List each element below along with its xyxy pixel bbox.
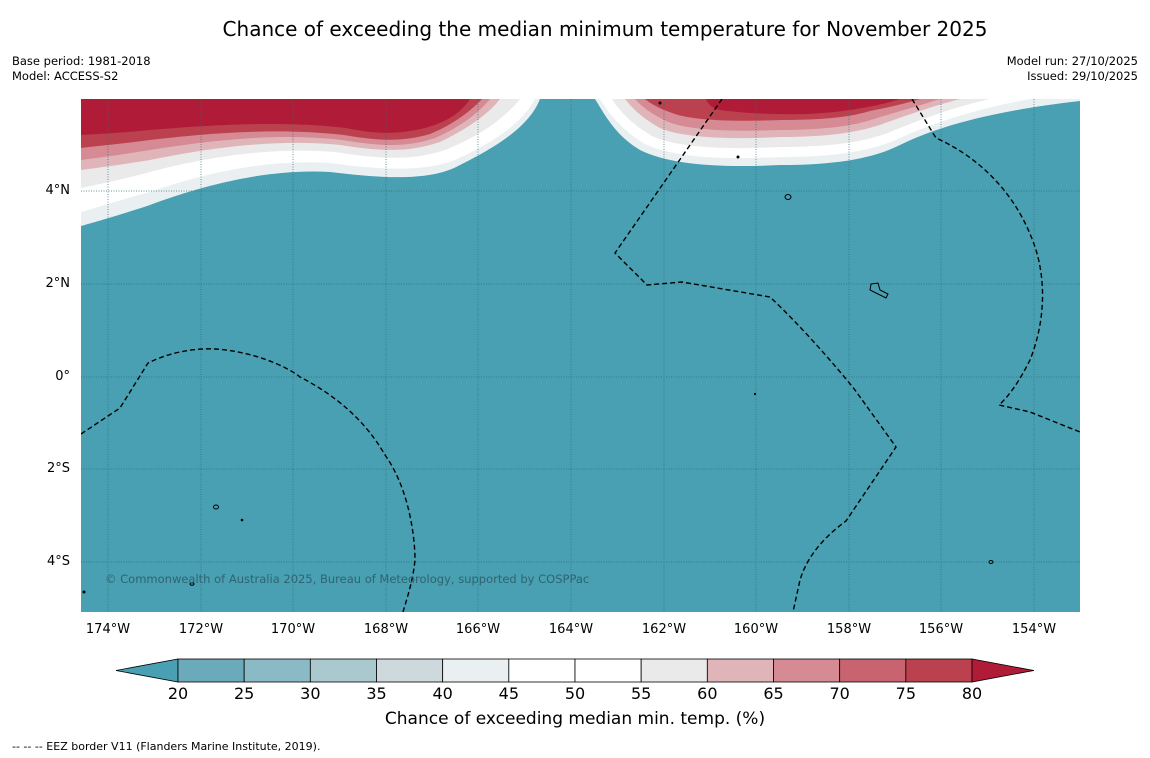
lon-label: 170°W — [270, 622, 316, 637]
colorbar-segment — [376, 658, 444, 683]
colorbar-tick-label: 60 — [697, 684, 718, 703]
copyright-notice: © Commonwealth of Australia 2025, Bureau… — [105, 572, 590, 586]
lon-label: 156°W — [918, 622, 964, 637]
colorbar-tick-label: 25 — [233, 684, 255, 703]
colorbar-segment — [508, 658, 576, 683]
warm-band-left — [81, 99, 470, 135]
issued-date: Issued: 29/10/2025 — [1027, 69, 1138, 83]
meta-left: Base period: 1981-2018 Model: ACCESS-S2 — [12, 54, 151, 84]
colorbar-title: Chance of exceeding median min. temp. (%… — [384, 709, 766, 729]
base-period: Base period: 1981-2018 — [12, 54, 151, 68]
colorbar-segment — [243, 658, 311, 683]
colorbar-tick-label: 80 — [961, 684, 983, 703]
colorbar-tick-label: 45 — [498, 684, 519, 703]
gridlines — [81, 99, 1080, 612]
lon-label: 168°W — [363, 622, 409, 637]
colorbar-segment — [574, 658, 642, 683]
islands — [82, 101, 994, 594]
colorbar-extend-low — [115, 658, 179, 683]
meta-right: Model run: 27/10/2025 Issued: 29/10/2025 — [1007, 54, 1138, 84]
footnote: -- -- -- EEZ border V11 (Flanders Marine… — [12, 740, 321, 753]
lon-label: 158°W — [826, 622, 872, 637]
colorbar-segment — [177, 658, 245, 683]
lat-label: 0° — [55, 369, 70, 384]
eez-borders — [81, 99, 1080, 612]
lon-label: 164°W — [548, 622, 594, 637]
colorbar — [115, 658, 1035, 683]
model-name: Model: ACCESS-S2 — [12, 69, 119, 83]
colorbar-tick-label: 20 — [167, 684, 189, 703]
lon-label: 154°W — [1011, 622, 1057, 637]
map-background — [81, 99, 1080, 612]
lon-label: 162°W — [641, 622, 687, 637]
lat-label: 4°S — [46, 554, 70, 569]
colorbar-tick-label: 70 — [829, 684, 850, 703]
lon-label: 172°W — [178, 622, 224, 637]
lat-label: 4°N — [45, 183, 71, 198]
colorbar-segment — [706, 658, 774, 683]
lat-label: 2°S — [46, 461, 70, 476]
lat-label: 2°N — [45, 276, 71, 291]
lon-label: 174°W — [85, 622, 131, 637]
colorbar-tick-label: 40 — [432, 684, 453, 703]
warm-band-right — [706, 99, 900, 115]
lon-label: 160°W — [733, 622, 779, 637]
colorbar-segment — [773, 658, 841, 683]
colorbar-tick-label: 50 — [564, 684, 586, 703]
chart-title: Chance of exceeding the median minimum t… — [222, 17, 988, 41]
colorbar-segment — [839, 658, 907, 683]
colorbar-extend-high — [971, 658, 1035, 683]
lon-label: 166°W — [455, 622, 501, 637]
colorbar-segment — [905, 658, 973, 683]
colorbar-tick-label: 35 — [366, 684, 387, 703]
colorbar-segment — [309, 658, 377, 683]
colorbar-segment — [640, 658, 708, 683]
colorbar-tick-label: 65 — [763, 684, 784, 703]
model-run: Model run: 27/10/2025 — [1006, 54, 1138, 68]
colorbar-tick-label: 55 — [630, 684, 652, 703]
colorbar-segment — [442, 658, 510, 683]
colorbar-tick-label: 75 — [895, 684, 916, 703]
colorbar-tick-label: 30 — [300, 684, 321, 703]
